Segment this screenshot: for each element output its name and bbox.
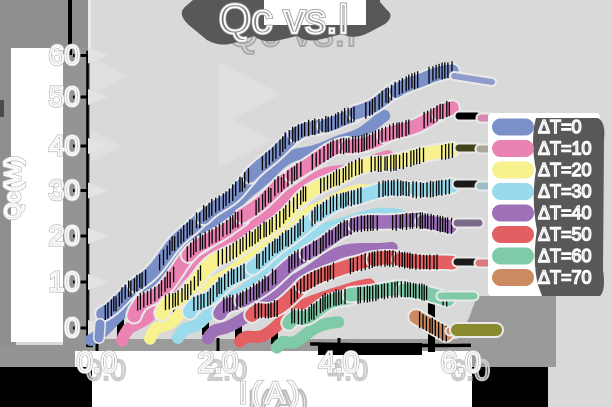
svg-text:I(A): I(A) — [248, 385, 312, 407]
svg-text:4.0: 4.0 — [319, 347, 359, 379]
svg-text:30: 30 — [49, 175, 80, 206]
svg-text:50: 50 — [49, 81, 80, 112]
svg-text:0: 0 — [64, 312, 80, 343]
svg-text:4.0: 4.0 — [328, 355, 368, 387]
svg-text:0: 0 — [64, 312, 80, 343]
svg-text:I(A): I(A) — [239, 377, 303, 407]
svg-text:ΔT=20: ΔT=20 — [538, 160, 592, 180]
svg-text:ΔT=40: ΔT=40 — [538, 203, 592, 223]
svg-text:10: 10 — [49, 266, 80, 297]
svg-text:20: 20 — [49, 220, 80, 251]
svg-text:Qc vs.I: Qc vs.I — [219, 0, 350, 42]
svg-text:I(A): I(A) — [239, 377, 303, 407]
svg-text:Qc vs.I: Qc vs.I — [219, 0, 350, 42]
svg-text:Qc(W): Qc(W) — [0, 156, 25, 220]
svg-text:0.0: 0.0 — [77, 347, 117, 379]
svg-text:2.0: 2.0 — [198, 347, 238, 379]
svg-text:30: 30 — [49, 175, 80, 206]
svg-text:0.0: 0.0 — [86, 355, 126, 387]
svg-text:ΔT=50: ΔT=50 — [538, 225, 592, 245]
svg-text:50: 50 — [49, 81, 80, 112]
svg-text:60: 60 — [49, 40, 80, 71]
svg-text:2.0: 2.0 — [198, 347, 238, 379]
svg-text:40: 40 — [49, 130, 80, 161]
svg-text:ΔT=30: ΔT=30 — [538, 182, 592, 202]
svg-text:2.0: 2.0 — [207, 355, 247, 387]
svg-text:10: 10 — [49, 266, 80, 297]
svg-text:60: 60 — [49, 40, 80, 71]
svg-text:20: 20 — [49, 220, 80, 251]
svg-text:6.0: 6.0 — [450, 355, 490, 387]
svg-text:ΔT=10: ΔT=10 — [538, 139, 592, 159]
svg-text:ΔT=0: ΔT=0 — [538, 117, 582, 137]
svg-text:Qc(W): Qc(W) — [0, 156, 25, 220]
svg-text:ΔT=70: ΔT=70 — [538, 268, 592, 288]
svg-text:0.0: 0.0 — [77, 347, 117, 379]
svg-text:40: 40 — [49, 130, 80, 161]
svg-text:6.0: 6.0 — [441, 347, 481, 379]
svg-text:ΔT=60: ΔT=60 — [538, 246, 592, 266]
svg-text:4.0: 4.0 — [319, 347, 359, 379]
svg-text:6.0: 6.0 — [441, 347, 481, 379]
